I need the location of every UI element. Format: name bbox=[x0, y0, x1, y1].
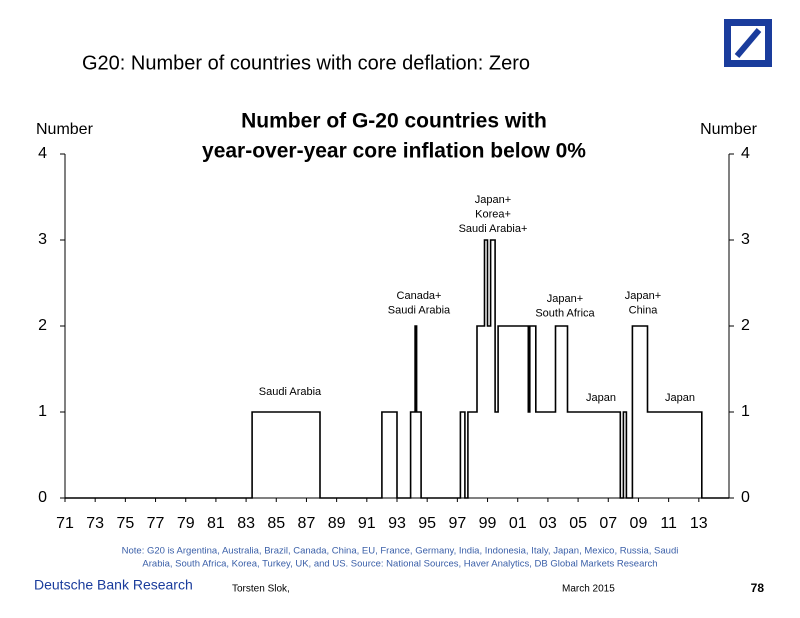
x-tick-label: 79 bbox=[177, 515, 195, 532]
annotation: Saudi Arabia bbox=[388, 304, 451, 316]
annotation: Japan bbox=[586, 392, 616, 404]
x-tick-label: 87 bbox=[298, 515, 316, 532]
x-tick-label: 03 bbox=[539, 515, 557, 532]
x-tick-label: 95 bbox=[418, 515, 436, 532]
annotation: Japan+ bbox=[625, 290, 661, 302]
annotation: Korea+ bbox=[475, 208, 511, 220]
x-tick-label: 93 bbox=[388, 515, 406, 532]
annotation: South Africa bbox=[535, 307, 595, 319]
note: Note: G20 is Argentina, Australia, Brazi… bbox=[122, 546, 679, 557]
x-tick-label: 99 bbox=[479, 515, 497, 532]
annotation: Saudi Arabia bbox=[259, 386, 322, 398]
logo bbox=[724, 19, 772, 67]
x-tick-label: 75 bbox=[116, 515, 134, 532]
annotation: Japan bbox=[665, 392, 695, 404]
y-tick-label: 1 bbox=[38, 403, 47, 420]
y2-tick-label: 2 bbox=[741, 317, 750, 334]
footer-org: Deutsche Bank Research bbox=[34, 577, 193, 593]
y2-tick-label: 4 bbox=[741, 145, 750, 162]
y2-axis-label: Number bbox=[700, 121, 758, 138]
x-tick-label: 71 bbox=[56, 515, 74, 532]
footer-date: March 2015 bbox=[562, 584, 615, 595]
y-tick-label: 3 bbox=[38, 231, 47, 248]
note: Arabia, South Africa, Korea, Turkey, UK,… bbox=[142, 559, 657, 570]
x-tick-label: 81 bbox=[207, 515, 225, 532]
slide-title: G20: Number of countries with core defla… bbox=[82, 52, 530, 74]
x-tick-label: 05 bbox=[569, 515, 587, 532]
x-tick-label: 85 bbox=[267, 515, 285, 532]
x-tick-label: 77 bbox=[147, 515, 165, 532]
page-number: 78 bbox=[751, 581, 765, 595]
x-tick-label: 09 bbox=[630, 515, 648, 532]
annotation: Saudi Arabia+ bbox=[459, 223, 528, 235]
x-tick-label: 07 bbox=[599, 515, 617, 532]
annotation: Japan+ bbox=[475, 194, 511, 206]
chart-title: year-over-year core inflation below 0% bbox=[202, 140, 586, 163]
x-tick-label: 73 bbox=[86, 515, 104, 532]
x-tick-label: 83 bbox=[237, 515, 255, 532]
annotation: China bbox=[629, 304, 659, 316]
footer-author: Torsten Slok, bbox=[232, 584, 290, 595]
x-tick-label: 89 bbox=[328, 515, 346, 532]
y-tick-label: 2 bbox=[38, 317, 47, 334]
y2-tick-label: 1 bbox=[741, 403, 750, 420]
x-tick-label: 01 bbox=[509, 515, 527, 532]
y-tick-label: 0 bbox=[38, 489, 47, 506]
annotation: Canada+ bbox=[397, 290, 442, 302]
x-tick-label: 13 bbox=[690, 515, 708, 532]
annotation: Japan+ bbox=[547, 293, 583, 305]
y2-tick-label: 3 bbox=[741, 231, 750, 248]
x-tick-label: 11 bbox=[660, 515, 677, 532]
y2-tick-label: 0 bbox=[741, 489, 750, 506]
x-tick-label: 91 bbox=[358, 515, 376, 532]
chart-title: Number of G-20 countries with bbox=[241, 110, 547, 133]
line-series bbox=[65, 239, 729, 499]
y-tick-label: 4 bbox=[38, 145, 47, 162]
x-tick-label: 97 bbox=[448, 515, 466, 532]
y-axis-label: Number bbox=[36, 121, 94, 138]
